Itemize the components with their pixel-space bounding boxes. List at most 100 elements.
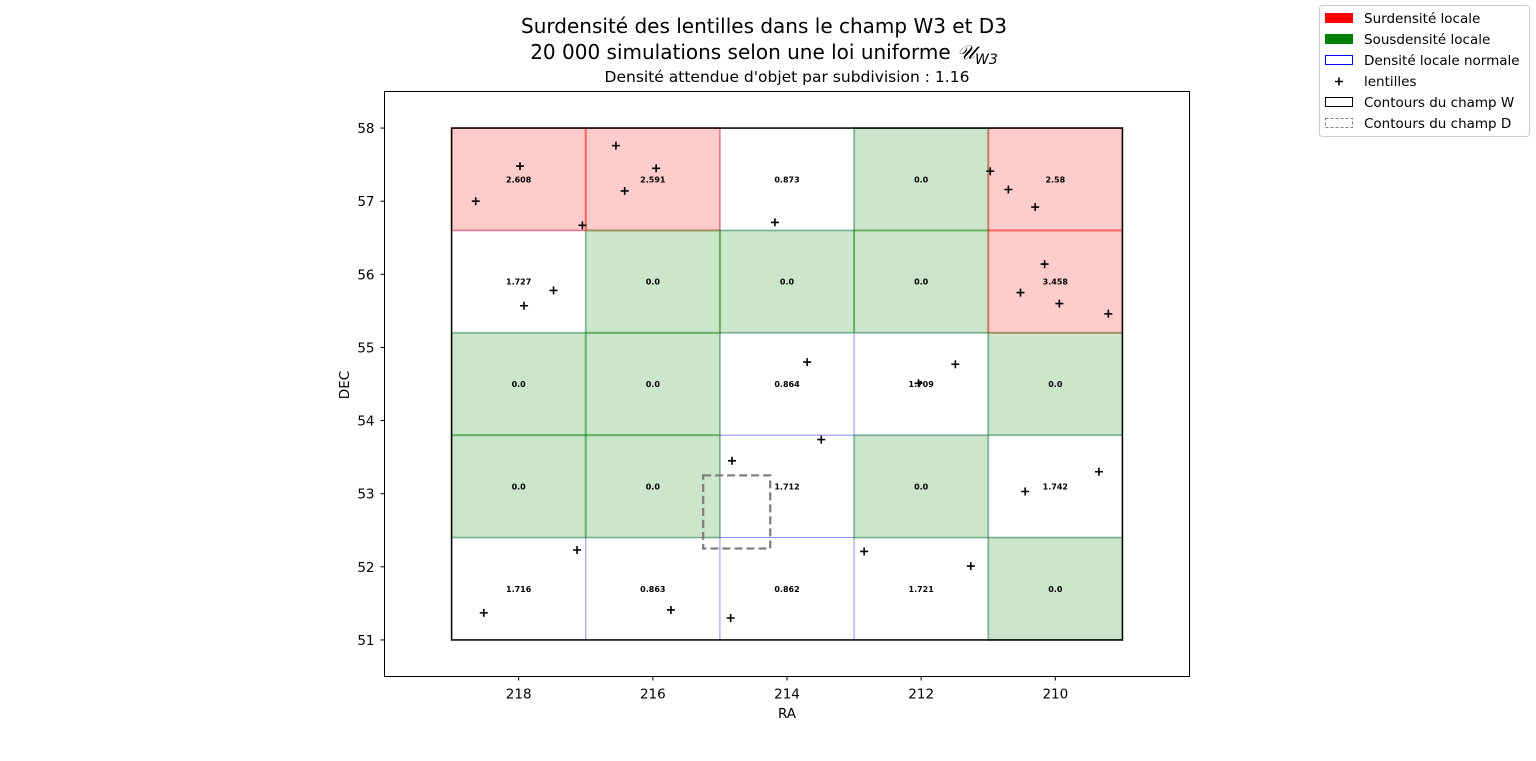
cell-under	[450, 434, 587, 539]
lens-marker	[914, 379, 923, 388]
lens-marker	[770, 218, 779, 227]
lens-marker	[951, 360, 960, 369]
cell-under	[987, 536, 1124, 641]
x-tick-label: 212	[908, 687, 934, 703]
cell-value-label: 0.0	[914, 482, 929, 491]
lens-marker	[479, 608, 488, 617]
cell-under	[853, 229, 990, 334]
field-w-outline	[450, 127, 1124, 641]
lens-marker	[1104, 309, 1113, 318]
lens-marker	[966, 562, 975, 571]
lens-marker	[666, 605, 675, 614]
cell-value-label: 2.591	[640, 175, 666, 184]
lens-marker	[1094, 467, 1103, 476]
y-tick-label: 56	[357, 267, 374, 283]
legend-swatch-normal	[1325, 55, 1353, 65]
cell-value-label: 1.716	[506, 585, 532, 594]
cell-value-label: 1.709	[909, 380, 935, 389]
lens-marker	[860, 547, 869, 556]
x-tick-label: 214	[774, 687, 800, 703]
cell-value-label: 1.742	[1043, 482, 1068, 491]
y-tick-label: 57	[357, 194, 374, 210]
lens-marker	[1031, 203, 1040, 212]
chart-title-line2-text: 20 000 simulations selon une loi uniform…	[530, 40, 957, 64]
cell-value-label: 0.0	[1048, 380, 1063, 389]
cell-under	[450, 331, 587, 437]
cells-layer	[450, 127, 1124, 641]
x-ticks: 218 216 214 212 210	[506, 676, 1068, 703]
legend-label-under: Sousdensité locale	[1364, 32, 1490, 48]
y-tick-label: 58	[357, 121, 374, 137]
y-tick-label: 51	[357, 633, 374, 649]
lens-marker	[986, 167, 995, 176]
x-tick-label: 210	[1042, 687, 1068, 703]
legend-swatch-over	[1325, 13, 1353, 23]
lens-marker	[573, 545, 582, 554]
legend: Surdensité locale Sousdensité locale Den…	[1319, 5, 1530, 137]
cell-over	[987, 127, 1124, 232]
y-tick-label: 54	[357, 414, 374, 430]
cell-under	[718, 229, 856, 334]
cell-value-label: 0.0	[512, 482, 527, 491]
legend-swatch-under	[1325, 34, 1353, 44]
lens-marker	[516, 162, 525, 171]
legend-label-normal: Densité locale normale	[1364, 53, 1520, 69]
cell-value-label: 0.873	[774, 175, 799, 184]
legend-marker-lens	[1335, 77, 1343, 86]
cell-over	[987, 229, 1124, 334]
cell-value-label: 0.863	[640, 585, 665, 594]
lens-marker	[817, 435, 826, 444]
cell-value-label: 1.727	[506, 278, 531, 287]
cell-value-label: 0.0	[646, 278, 661, 287]
cell-value-label: 0.864	[774, 380, 800, 389]
cell-value-label: 0.862	[774, 585, 799, 594]
cell-value-label: 2.608	[506, 175, 532, 184]
chart-title-line2: 20 000 simulations selon une loi uniform…	[530, 40, 998, 68]
cell-under	[584, 434, 721, 539]
y-tick-label: 53	[357, 487, 374, 503]
chart-title: Surdensité des lentilles dans le champ W…	[521, 14, 1007, 38]
cell-value-label: 1.721	[909, 585, 935, 594]
y-tick-label: 55	[357, 340, 374, 356]
lens-marker	[578, 221, 587, 230]
legend-swatch-field-d	[1325, 118, 1353, 128]
y-axis-label: DEC	[337, 371, 353, 399]
chart-subtitle: Densité attendue d'objet par subdivision…	[605, 68, 970, 86]
lens-marker	[727, 456, 736, 465]
lens-marker	[549, 286, 558, 295]
cell-under	[853, 434, 990, 539]
cell-value-label: 0.0	[512, 380, 527, 389]
cell-labels-layer: 2.608 2.591 0.873 0.0 2.58 1.727 0.0 0.0 0.0 3.45…	[506, 175, 1068, 594]
lens-marker	[803, 358, 812, 367]
x-tick-label: 218	[506, 687, 532, 703]
legend-label-field-w: Contours du champ W	[1364, 95, 1514, 111]
x-axis-label: RA	[778, 706, 797, 722]
lens-markers-layer	[471, 141, 1113, 622]
lens-marker	[1004, 185, 1013, 194]
cell-value-label: 0.0	[780, 278, 795, 287]
lens-marker	[652, 164, 661, 173]
chart-title-math-subscript: W3	[975, 52, 998, 68]
lens-marker	[1040, 260, 1049, 269]
cell-under	[987, 331, 1124, 437]
x-tick-label: 216	[640, 687, 666, 703]
legend-label-over: Surdensité locale	[1364, 11, 1480, 27]
lens-marker	[726, 614, 735, 622]
cell-value-label: 0.0	[1048, 585, 1063, 594]
cell-under	[584, 229, 721, 334]
plot-area: 2.608 2.591 0.873 0.0 2.58 1.727 0.0 0.0 0.0 3.45…	[357, 91, 1190, 703]
cell-value-label: 2.58	[1045, 175, 1065, 184]
y-tick-label: 52	[357, 560, 374, 576]
cell-normal	[719, 434, 855, 539]
field-d-outline	[701, 474, 772, 550]
lens-marker	[611, 141, 620, 150]
lens-marker	[1055, 299, 1064, 308]
cell-value-label: 0.0	[914, 175, 929, 184]
cell-value-label: 1.712	[774, 482, 799, 491]
cell-value-label: 0.0	[646, 482, 661, 491]
legend-frame	[1319, 5, 1530, 137]
cell-normal	[853, 332, 989, 436]
cell-value-label: 3.458	[1043, 278, 1069, 287]
cell-under	[584, 331, 721, 437]
